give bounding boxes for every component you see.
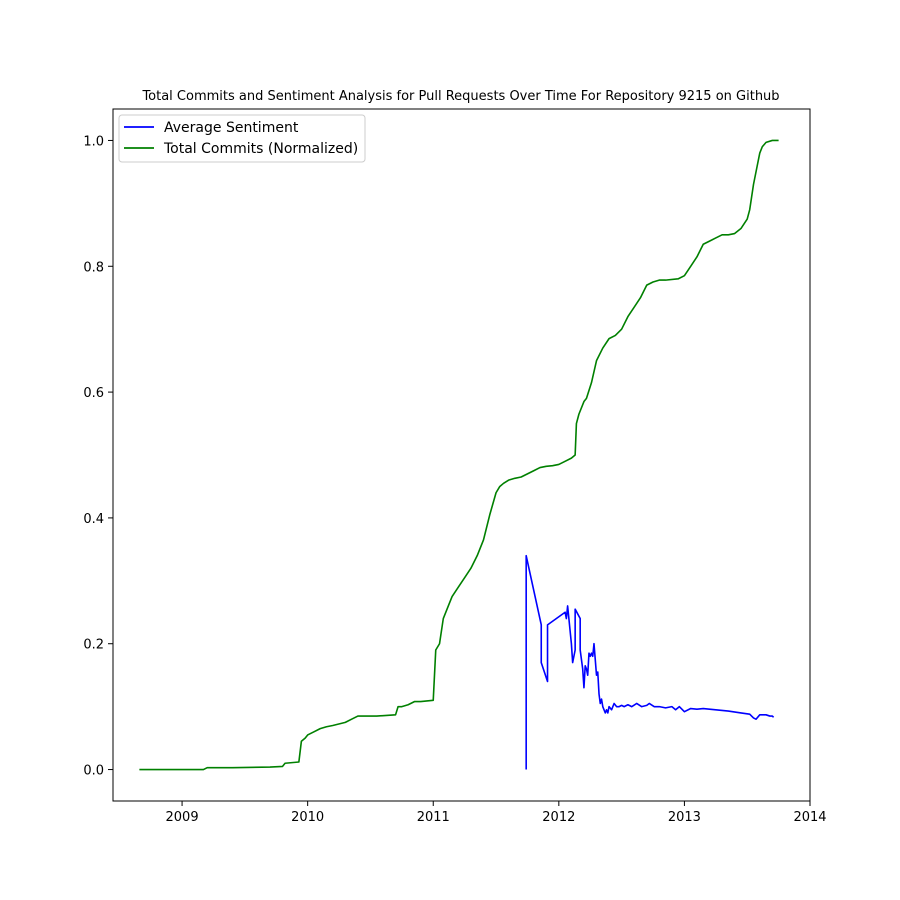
legend-box xyxy=(118,114,366,163)
x-axis: 2009 2010 2011 2012 2013 2014 xyxy=(166,801,827,825)
series-line-total-commits xyxy=(139,139,779,771)
y-tick-label: 0.0 xyxy=(83,764,104,779)
series-line-average-sentiment xyxy=(525,554,775,770)
y-axis: 0.0 0.2 0.4 0.6 0.8 1.0 xyxy=(83,134,113,779)
y-tick-label: 0.4 xyxy=(83,512,104,527)
x-tick-label: 2009 xyxy=(166,810,199,825)
x-tick-label: 2011 xyxy=(417,810,450,825)
x-tick-label: 2013 xyxy=(668,810,701,825)
y-tick-label: 0.6 xyxy=(83,386,104,401)
legend-label: Total Commits (Normalized) xyxy=(163,141,358,157)
chart-title: Total Commits and Sentiment Analysis for… xyxy=(141,89,779,104)
legend-label: Average Sentiment xyxy=(164,120,299,136)
x-tick-label: 2010 xyxy=(291,810,324,825)
axes-frame xyxy=(112,108,811,802)
legend: Average Sentiment Total Commits (Normaliz… xyxy=(118,114,366,163)
y-tick-label: 0.2 xyxy=(83,638,104,653)
y-tick-label: 0.8 xyxy=(83,260,104,275)
x-tick-label: 2014 xyxy=(793,810,826,825)
plot-area xyxy=(139,139,779,771)
x-tick-label: 2012 xyxy=(542,810,575,825)
y-tick-label: 1.0 xyxy=(83,134,104,149)
